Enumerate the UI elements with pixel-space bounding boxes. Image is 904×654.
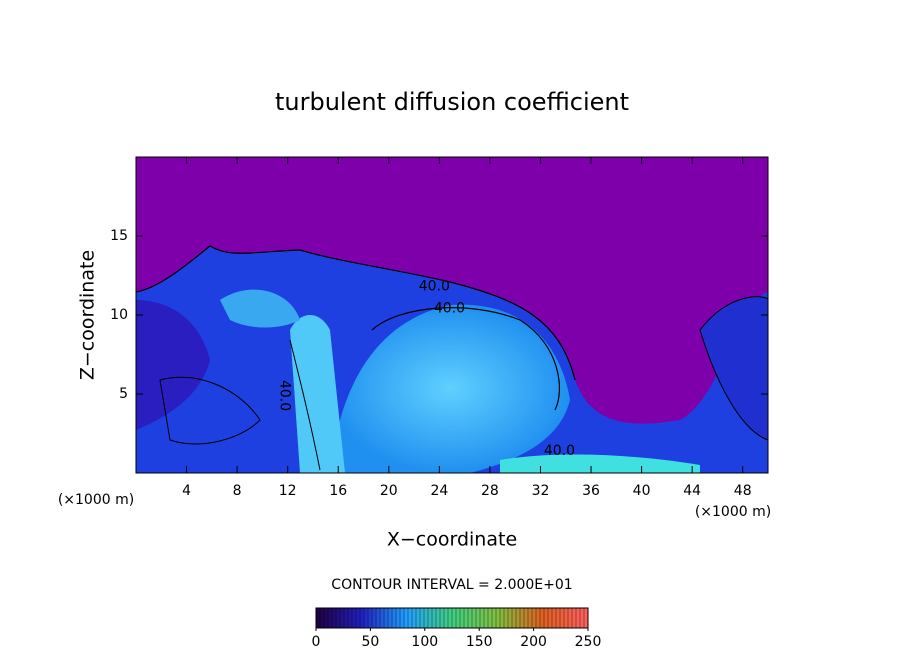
x-tick-label: 36 (582, 483, 600, 499)
contour-line (371, 307, 561, 411)
y-tick-label: 5 (119, 386, 128, 402)
contour-label: 40.0 (544, 443, 575, 459)
x-axis-label: X−coordinate (387, 529, 517, 551)
contour-label: 40.0 (419, 279, 450, 295)
contour-line (159, 376, 261, 445)
y-axis-label: Z−coordinate (77, 250, 99, 380)
colorbar-title: CONTOUR INTERVAL = 2.000E+01 (331, 577, 572, 593)
colorbar-tick-label: 200 (520, 634, 547, 650)
colorbar (315, 607, 589, 629)
colorbar-tick-label: 250 (575, 634, 602, 650)
x-tick-label: 32 (532, 483, 550, 499)
field-region (220, 289, 300, 328)
x-unit: (×1000 m) (695, 504, 771, 520)
field (136, 245, 768, 473)
contour-label: 40.0 (434, 301, 465, 317)
y-tick-label: 15 (110, 228, 128, 244)
field-region (136, 300, 210, 430)
contour-label: 40.0 (277, 380, 293, 411)
y-tick-label: 10 (110, 307, 128, 323)
colorbar-tick-label: 100 (411, 634, 438, 650)
y-unit: (×1000 m) (58, 492, 134, 508)
x-tick-label: 44 (683, 483, 701, 499)
x-tick-label: 8 (233, 483, 242, 499)
x-tick-label: 16 (329, 483, 347, 499)
x-tick-label: 48 (734, 483, 752, 499)
colorbar-tick-label: 150 (466, 634, 493, 650)
x-tick-label: 24 (430, 483, 448, 499)
x-tick-label: 40 (633, 483, 651, 499)
x-tick-label: 28 (481, 483, 499, 499)
field-region (290, 315, 345, 473)
chart-title: turbulent diffusion coefficient (275, 88, 629, 116)
colorbar-tick-label: 50 (361, 634, 379, 650)
field-region (330, 304, 570, 473)
x-tick-label: 4 (182, 483, 191, 499)
field-region (500, 454, 700, 473)
contour-line (136, 245, 576, 381)
x-tick-label: 20 (380, 483, 398, 499)
contour-line (289, 339, 321, 471)
x-tick-label: 12 (279, 483, 297, 499)
colorbar-tick-label: 0 (312, 634, 321, 650)
